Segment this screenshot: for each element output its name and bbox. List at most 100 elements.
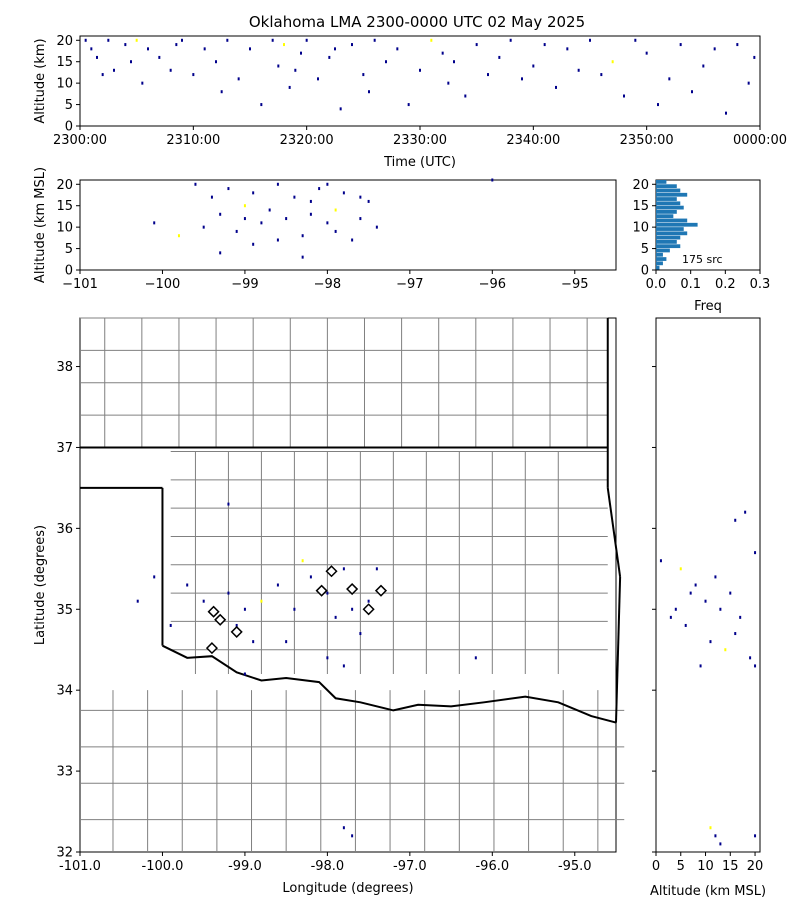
ta-source-point [215, 60, 217, 64]
ta-source-point [334, 47, 336, 51]
ta-source-point [130, 60, 132, 64]
pv-ytick-label: 37 [56, 441, 73, 456]
la-source-point [301, 234, 304, 238]
histogram-bar [656, 257, 667, 261]
ta-source-point [260, 103, 263, 107]
time-altitude-panel: Time (UTC) Altitude (km) [33, 35, 761, 170]
plan-source-point [136, 599, 139, 603]
la-source-point [219, 251, 222, 255]
plan-source-point [169, 623, 172, 627]
ta-source-point [645, 51, 648, 55]
ta-ytick-label: 0 [65, 120, 73, 135]
altitude-latitude-xlabel: Altitude (km MSL) [650, 884, 766, 899]
county-map [80, 317, 625, 852]
la-source-point [318, 187, 321, 191]
ta-source-point [498, 55, 501, 59]
ta-source-point [169, 68, 172, 72]
histogram-bar [656, 252, 663, 257]
ta-source-point [373, 38, 376, 42]
red-river-border [162, 644, 617, 724]
al-source-point [714, 575, 717, 579]
plan-source-point [342, 567, 345, 571]
plan-source-point [351, 834, 354, 838]
ta-source-point [634, 38, 637, 42]
pv-xtick-label: -95.0 [558, 859, 592, 874]
pv-xtick-label: -101.0 [59, 859, 101, 874]
la-source-point [309, 212, 312, 216]
plan-source-point [293, 607, 296, 611]
ta-xtick-label: 2320:00 [280, 133, 334, 148]
longitude-altitude-panel: Altitude (km MSL) [33, 167, 617, 283]
ta-source-point [147, 47, 149, 51]
pv-xtick-label: -96.0 [475, 859, 509, 874]
ta-source-point [124, 43, 127, 47]
diamond-icon [315, 584, 328, 597]
hist-xtick-label: 0.0 [646, 277, 667, 292]
ta-source-point [237, 77, 240, 81]
al-source-point [734, 632, 737, 636]
al-xtick-label: 5 [677, 859, 685, 874]
la-xtick-label: −101 [62, 277, 98, 292]
ta-source-point [532, 64, 535, 68]
diamond-icon [325, 565, 338, 578]
ta-ytick-label: 5 [65, 98, 73, 113]
plan-source-point [260, 599, 263, 603]
la-source-point [301, 255, 304, 259]
ta-source-point [430, 38, 433, 42]
hist-ytick-label: 10 [632, 221, 649, 236]
ta-source-point [753, 55, 756, 59]
la-source-point [252, 191, 255, 195]
station-markers [205, 565, 388, 655]
histogram-bar [656, 205, 684, 210]
pv-xtick-label: -98.0 [311, 859, 345, 874]
la-ytick-label: 20 [56, 178, 73, 193]
ta-source-point [249, 47, 251, 51]
plan-source-point [367, 599, 370, 603]
pv-ytick-label: 35 [56, 603, 73, 618]
hist-ytick-label: 15 [632, 199, 649, 214]
al-xtick-label: 0 [652, 859, 660, 874]
la-source-point [202, 225, 205, 229]
ta-source-point [521, 77, 523, 81]
ta-source-point [447, 81, 450, 85]
la-source-point [326, 221, 329, 225]
al-source-point [684, 623, 687, 627]
la-source-point [334, 229, 337, 233]
plan-source-point [227, 502, 230, 506]
plan-source-point [359, 632, 362, 636]
la-source-point [243, 217, 246, 221]
ta-source-point [509, 38, 512, 42]
plan-source-point [186, 583, 189, 587]
al-source-point [669, 615, 672, 619]
ta-source-point [385, 60, 387, 64]
pv-xtick-label: -99.0 [228, 859, 262, 874]
ta-source-point [368, 90, 370, 94]
pv-ytick-label: 36 [56, 522, 73, 537]
ta-source-point [566, 47, 569, 51]
ta-source-point [362, 73, 365, 77]
ta-ytick-label: 15 [56, 55, 73, 70]
ta-source-point [396, 47, 399, 51]
al-xtick-label: 15 [722, 859, 739, 874]
al-source-point [699, 664, 702, 668]
ta-source-point [220, 90, 223, 94]
la-source-point [219, 212, 222, 216]
ta-source-point [339, 107, 342, 111]
ta-source-point [600, 73, 603, 77]
longitude-altitude-series [153, 178, 494, 259]
axis-ticks: 2300:00 2310:00 2320:00 2330:00 2340:00 2350:… [53, 34, 787, 874]
plan-source-point [474, 656, 477, 660]
la-ytick-label: 10 [56, 221, 73, 236]
histogram-bar [656, 231, 688, 236]
ta-source-point [158, 55, 161, 59]
plan-view-frame [79, 317, 617, 853]
ta-ytick-label: 20 [56, 34, 73, 49]
diamond-icon [230, 625, 243, 638]
la-xtick-label: −96 [479, 277, 506, 292]
histogram-bar [656, 188, 681, 193]
time-altitude-series [84, 38, 756, 115]
la-source-point [359, 195, 362, 199]
pv-ytick-label: 32 [56, 846, 73, 861]
time-axis-title: Time (UTC) [383, 155, 456, 170]
